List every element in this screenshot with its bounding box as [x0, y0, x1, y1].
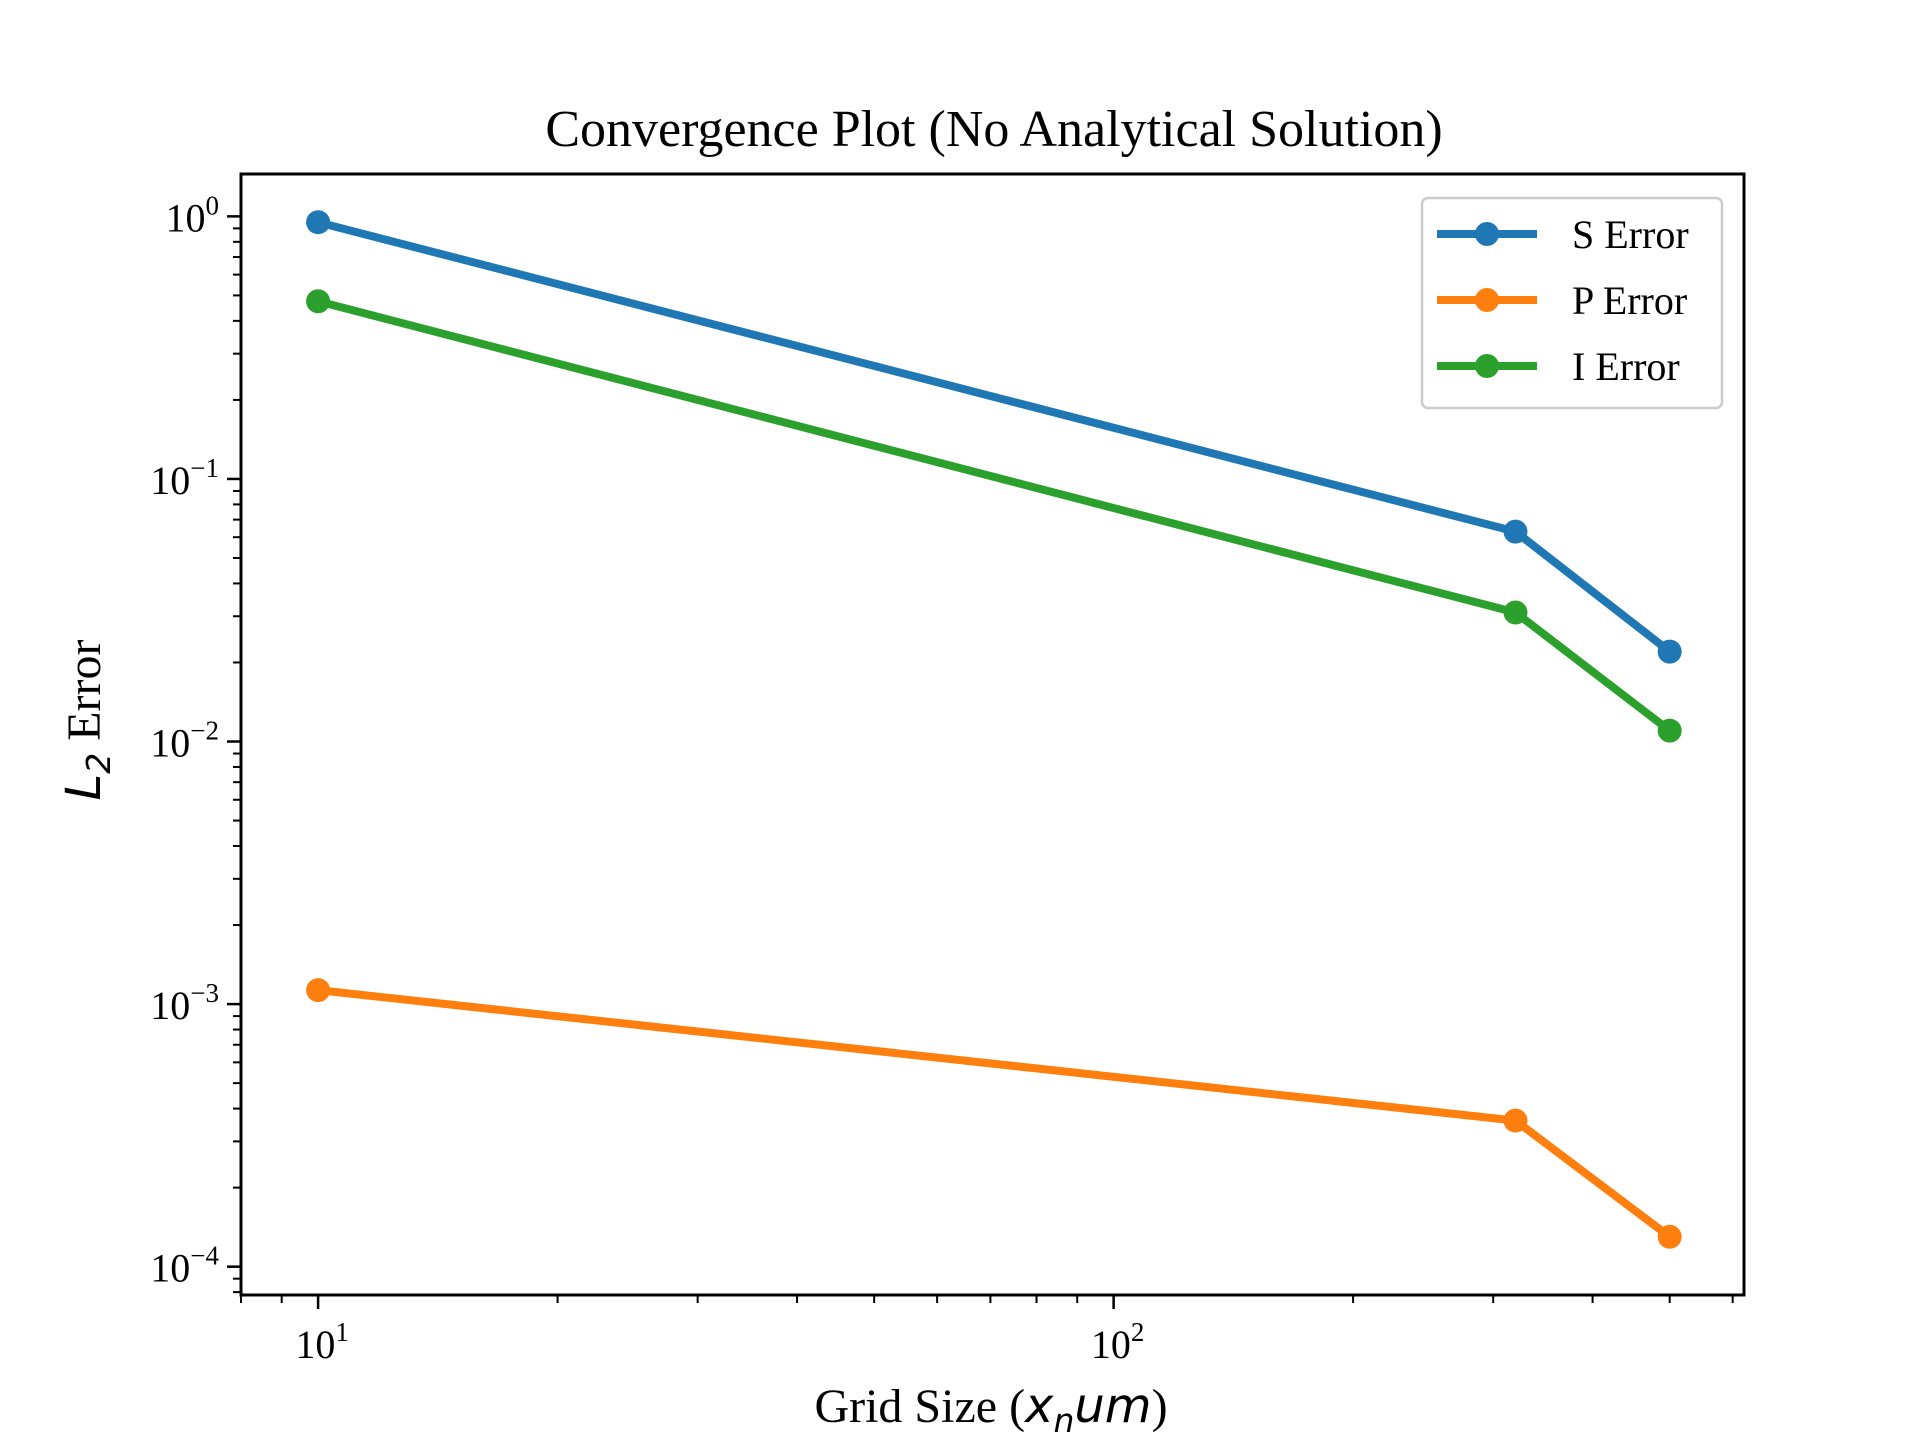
legend-box	[1420, 196, 1724, 410]
data-point-s	[1503, 519, 1528, 544]
legend: S Error P Error I Error	[1420, 196, 1724, 410]
legend-item-p: P Error	[1437, 278, 1687, 323]
legend-label: S Error	[1572, 212, 1689, 257]
data-point-p	[1503, 1108, 1528, 1133]
legend-swatch-marker	[1475, 222, 1499, 246]
x-tick-label: 102	[1091, 1317, 1145, 1367]
data-point-s	[1657, 639, 1682, 664]
x-axis-label-suffix: )	[1152, 1380, 1168, 1433]
legend-item-s: S Error	[1437, 212, 1689, 257]
y-tick-label-exponent: −2	[190, 716, 219, 746]
legend-label: I Error	[1572, 344, 1680, 389]
series-i	[306, 289, 1682, 743]
data-point-p	[306, 978, 331, 1003]
y-major-ticks	[227, 215, 241, 1268]
y-tick-label: 10−4	[150, 1241, 219, 1291]
axes-frame	[239, 172, 1746, 1297]
y-tick-label-base: 10	[150, 458, 190, 503]
y-axis-label-var: L	[56, 774, 112, 801]
plot-area	[227, 172, 1746, 1309]
y-axis-label: L2 Error	[56, 639, 118, 800]
legend-label: P Error	[1572, 278, 1687, 323]
y-tick-label-exponent: 0	[206, 190, 220, 220]
y-tick-label: 10−1	[150, 453, 219, 503]
x-axis-label: Grid Size (xnum)	[814, 1378, 1167, 1440]
x-tick-label-base: 10	[295, 1322, 335, 1367]
x-major-ticks	[316, 1295, 1115, 1309]
y-tick-label-base: 10	[150, 1246, 190, 1291]
data-point-i	[306, 289, 331, 314]
data-point-i	[1503, 600, 1528, 625]
legend-swatch-marker	[1475, 288, 1499, 312]
series-p	[306, 978, 1682, 1249]
chart-title: Convergence Plot (No Analytical Solution…	[545, 101, 1442, 158]
y-tick-label-exponent: −4	[190, 1241, 219, 1271]
legend-item-i: I Error	[1437, 344, 1680, 389]
y-tick-label: 10−2	[150, 716, 219, 766]
y-axis-label-suffix: Error	[58, 639, 111, 752]
x-tick-label-exponent: 2	[1131, 1317, 1145, 1347]
x-tick-label-base: 10	[1091, 1322, 1131, 1367]
y-tick-label: 100	[166, 190, 220, 240]
y-axis-label-subscript: 2	[79, 753, 118, 774]
x-axis-label-um: um	[1074, 1378, 1151, 1434]
series-s	[306, 210, 1682, 664]
y-tick-label-base: 10	[150, 721, 190, 766]
x-axis-label-prefix: Grid Size (	[814, 1380, 1025, 1433]
data-point-s	[306, 210, 331, 235]
y-tick-label-exponent: −3	[190, 978, 219, 1008]
y-tick-label: 10−3	[150, 978, 219, 1028]
y-tick-label-base: 10	[150, 983, 190, 1028]
x-tick-label: 101	[295, 1317, 349, 1367]
x-tick-label-exponent: 1	[335, 1317, 349, 1347]
legend-swatch-marker	[1475, 354, 1499, 378]
y-tick-label-exponent: −1	[190, 453, 219, 483]
data-point-p	[1657, 1224, 1682, 1249]
x-axis-label-var: x	[1023, 1378, 1054, 1434]
series-layer	[306, 210, 1682, 1249]
x-axis-label-subscript: n	[1053, 1401, 1074, 1440]
data-point-i	[1657, 718, 1682, 743]
y-tick-label-base: 10	[166, 195, 206, 240]
x-tick-labels: 101 102	[295, 1317, 1144, 1367]
